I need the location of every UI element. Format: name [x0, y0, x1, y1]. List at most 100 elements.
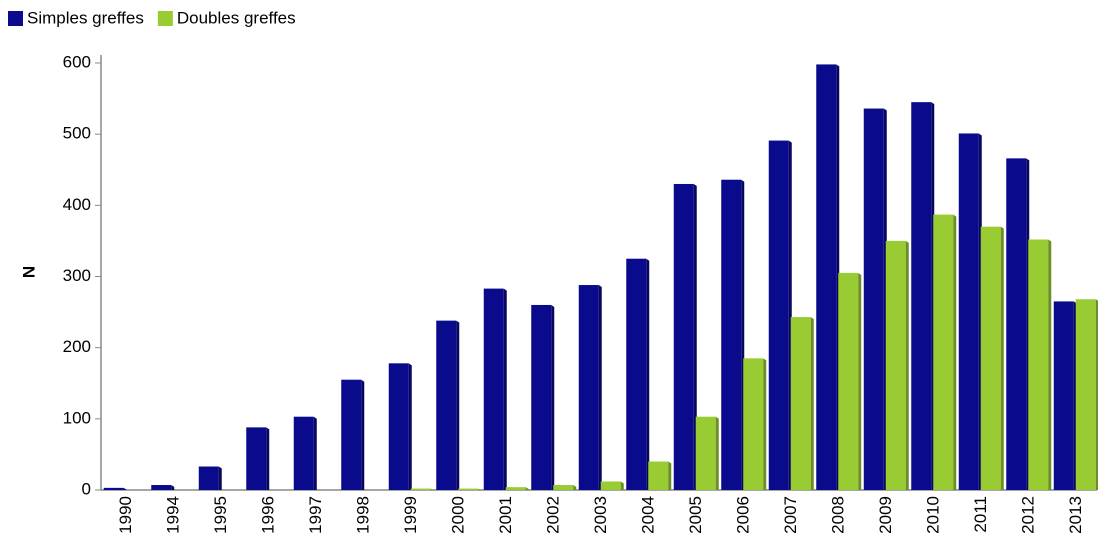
- bar-face: [721, 179, 742, 491]
- x-tick-label: 2003: [591, 496, 610, 534]
- bar-side: [408, 363, 412, 490]
- y-tick-label: 500: [63, 124, 91, 143]
- bar-face: [958, 133, 979, 490]
- bar: [863, 108, 887, 491]
- x-tick-label: 1999: [401, 496, 420, 534]
- bar-face: [980, 226, 1001, 490]
- bar-face: [410, 488, 431, 490]
- bar-face: [911, 102, 932, 491]
- bar-face: [553, 485, 574, 490]
- bar-face: [531, 304, 552, 490]
- bar-side: [1048, 239, 1052, 490]
- bar: [911, 102, 935, 491]
- bar-face: [626, 258, 647, 490]
- bar-face: [246, 427, 267, 490]
- x-tick-label: 1994: [164, 496, 183, 534]
- bar: [958, 133, 982, 490]
- bar-side: [361, 379, 365, 490]
- x-tick-label: 2011: [971, 496, 990, 533]
- bar-face: [578, 285, 599, 490]
- bar-face: [933, 214, 954, 490]
- bar: [341, 379, 365, 490]
- bar-face: [816, 64, 837, 490]
- bar: [695, 416, 719, 490]
- bar-face: [838, 272, 859, 490]
- bar-face: [1053, 301, 1074, 490]
- bar-face: [885, 240, 906, 490]
- x-tick-label: 2010: [924, 496, 943, 534]
- bar-face: [673, 183, 694, 490]
- bar-side: [456, 320, 460, 490]
- x-tick-label: 1995: [211, 496, 230, 534]
- bar-side: [313, 416, 317, 490]
- bar-side: [478, 488, 482, 491]
- bar-face: [600, 481, 621, 490]
- bar: [721, 179, 745, 491]
- bar-side: [266, 427, 270, 490]
- bar-face: [790, 317, 811, 490]
- y-tick-label: 100: [63, 408, 91, 427]
- x-tick-label: 1996: [259, 496, 278, 534]
- bar: [1053, 301, 1077, 490]
- x-tick-label: 2009: [876, 496, 895, 534]
- x-tick-label: 2012: [1019, 496, 1038, 534]
- bar-side: [693, 183, 697, 490]
- bar-side: [430, 488, 434, 491]
- bar-face: [483, 288, 504, 490]
- bar: [458, 488, 482, 491]
- bar-side: [551, 304, 555, 490]
- bar-face: [1028, 239, 1049, 490]
- bar: [980, 226, 1004, 490]
- bar: [388, 363, 412, 490]
- bar-face: [695, 416, 716, 490]
- x-tick-label: 1990: [116, 496, 135, 534]
- bar: [198, 466, 222, 490]
- bar-face: [863, 108, 884, 491]
- x-tick-label: 2000: [449, 496, 468, 534]
- bar-face: [341, 379, 362, 490]
- bar: [578, 285, 602, 490]
- bar: [553, 485, 577, 490]
- bar: [600, 481, 624, 490]
- bar-face: [458, 488, 479, 490]
- y-tick-label: 600: [63, 52, 91, 71]
- bar-face: [151, 485, 172, 490]
- bar-face: [103, 487, 124, 490]
- bar-side: [646, 258, 650, 490]
- legend-swatch: [157, 11, 173, 26]
- bar: [103, 487, 127, 490]
- bar: [626, 258, 650, 490]
- x-tick-label: 2004: [639, 496, 658, 534]
- bar: [790, 317, 814, 490]
- bar-side: [171, 485, 175, 490]
- x-tick-label: 2013: [1066, 496, 1085, 534]
- bar-side: [620, 481, 624, 490]
- bar-side: [1000, 226, 1004, 490]
- bar-side: [763, 358, 767, 490]
- bar: [436, 320, 460, 490]
- bar-side: [218, 466, 222, 490]
- bar-side: [810, 317, 814, 490]
- bar: [151, 485, 175, 490]
- y-tick-label: 0: [82, 479, 91, 498]
- bar-side: [1095, 299, 1098, 490]
- bar-side: [123, 487, 127, 490]
- x-tick-label: 2002: [544, 496, 563, 534]
- bar-face: [1006, 158, 1027, 490]
- bar: [673, 183, 697, 490]
- bar: [483, 288, 507, 490]
- bar-face: [388, 363, 409, 490]
- bar: [246, 427, 270, 490]
- bar: [743, 358, 767, 490]
- bar-side: [858, 272, 862, 490]
- bar-face: [648, 461, 669, 490]
- bar: [768, 140, 792, 491]
- bar-side: [503, 288, 507, 490]
- bar-side: [715, 416, 719, 490]
- bar: [885, 240, 909, 490]
- bar: [648, 461, 672, 490]
- x-tick-label: 2001: [496, 496, 515, 534]
- bar: [293, 416, 317, 490]
- x-tick-label: 2006: [734, 496, 753, 534]
